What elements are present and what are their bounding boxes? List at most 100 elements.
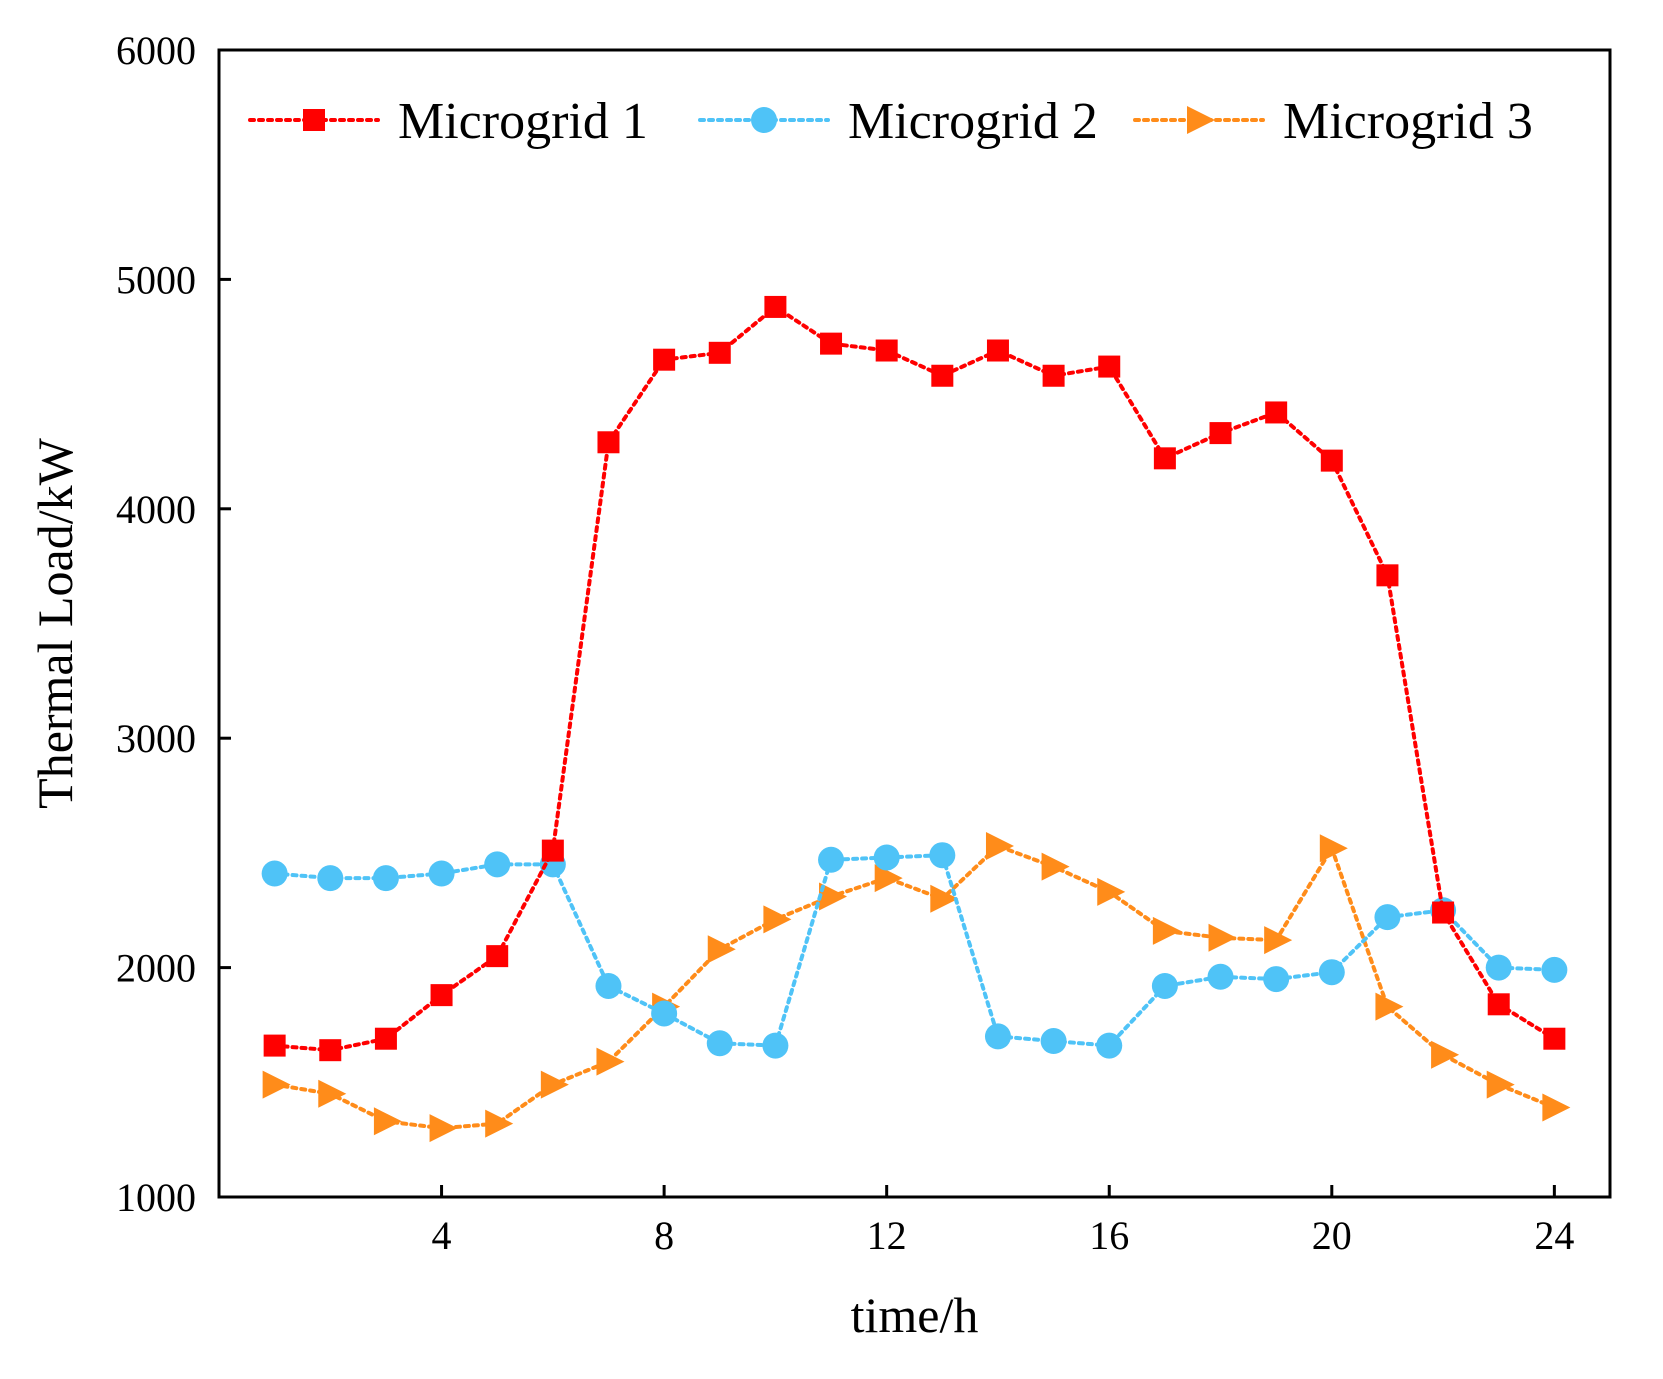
- series-3-point: [819, 882, 848, 911]
- series-1-point: [986, 339, 1009, 362]
- series-3-point: [874, 864, 903, 893]
- series-3-point: [318, 1079, 347, 1108]
- series-1-point: [263, 1034, 286, 1057]
- series-1-point: [1098, 355, 1121, 378]
- legend-marker: [1187, 106, 1215, 134]
- series-1-point: [1543, 1027, 1566, 1050]
- series-3-point: [596, 1047, 625, 1076]
- series-2-point: [873, 844, 900, 871]
- legend-entry-3: Microgrid 3: [1133, 93, 1533, 150]
- series-3-point: [930, 884, 959, 913]
- series-2-point: [762, 1032, 789, 1059]
- series-3-point: [763, 905, 792, 934]
- y-tick-label: 2000: [116, 946, 196, 991]
- legend-label: Microgrid 2: [848, 93, 1098, 150]
- series-2-point: [1207, 963, 1234, 990]
- legend-entry-2: Microgrid 2: [698, 93, 1098, 150]
- series-3-point: [1041, 852, 1070, 881]
- x-tick-label: 8: [654, 1213, 674, 1258]
- series-1-point: [374, 1027, 397, 1050]
- series-1: [263, 295, 1566, 1062]
- series-2-point: [818, 846, 845, 873]
- series-3-point: [1375, 992, 1404, 1021]
- series-1-point: [1153, 447, 1176, 470]
- series-2-point: [706, 1030, 733, 1057]
- series-1-point: [1487, 993, 1510, 1016]
- legend-label: Microgrid 1: [398, 93, 648, 150]
- legend-marker: [751, 107, 777, 133]
- series-3-point: [1264, 926, 1293, 955]
- legend-entry-1: Microgrid 1: [248, 93, 648, 150]
- legend-label: Microgrid 3: [1283, 93, 1533, 150]
- series-2-point: [1040, 1028, 1067, 1055]
- series-3-point: [707, 935, 736, 964]
- legend-marker: [303, 109, 325, 131]
- series-1-point: [1320, 449, 1343, 472]
- y-tick-label: 5000: [116, 257, 196, 302]
- series-1-point: [597, 431, 620, 454]
- series-3-point: [373, 1107, 402, 1136]
- series-2-point: [929, 842, 956, 869]
- y-axis-title: Thermal Load/kW: [27, 437, 83, 808]
- series-2-point: [1485, 954, 1512, 981]
- series-2-point: [317, 865, 344, 892]
- series-3-point: [429, 1114, 458, 1143]
- series-3-point: [485, 1109, 514, 1138]
- series-3: [262, 832, 1571, 1143]
- series-1-point: [1209, 422, 1232, 445]
- series-2-point: [428, 860, 455, 887]
- series-2-point: [1151, 972, 1178, 999]
- series-2-point: [1096, 1032, 1123, 1059]
- series-1-point: [319, 1039, 342, 1062]
- y-tick-label: 1000: [116, 1175, 196, 1220]
- series-1-point: [486, 945, 509, 968]
- series-3-point: [1152, 916, 1181, 945]
- series-2: [261, 842, 1568, 1059]
- series-2-point: [261, 860, 288, 887]
- series-2-point: [372, 865, 399, 892]
- series-3-point: [1486, 1070, 1515, 1099]
- series-2-point: [1318, 959, 1345, 986]
- legend: Microgrid 1 Microgrid 2 Microgrid 3: [248, 93, 1533, 150]
- y-tick-label: 4000: [116, 487, 196, 532]
- series-3-point: [1319, 834, 1348, 863]
- x-tick-label: 16: [1089, 1213, 1129, 1258]
- series-3-point: [262, 1070, 291, 1099]
- series-3-point: [985, 832, 1014, 861]
- x-tick-label: 24: [1534, 1213, 1574, 1258]
- series-1-point: [931, 364, 954, 387]
- series-3-point: [1097, 877, 1126, 906]
- plot-frame: [217, 48, 1612, 1199]
- x-axis-title: time/h: [851, 1287, 979, 1343]
- series-1-point: [708, 341, 731, 364]
- series-layer: [261, 295, 1571, 1143]
- x-tick-label: 20: [1312, 1213, 1352, 1258]
- series-1-point: [1265, 401, 1288, 424]
- series-2-point: [595, 972, 622, 999]
- series-2-point: [984, 1023, 1011, 1050]
- series-3-point: [540, 1070, 569, 1099]
- series-2-point: [651, 1000, 678, 1027]
- y-tick-label: 3000: [116, 716, 196, 761]
- series-1-point: [1432, 901, 1455, 924]
- series-3-point: [1208, 923, 1237, 952]
- x-tick-label: 4: [432, 1213, 452, 1258]
- series-1-point: [875, 339, 898, 362]
- y-tick-label: 6000: [116, 28, 196, 73]
- series-2-point: [1263, 966, 1290, 993]
- series-2-point: [1374, 904, 1401, 931]
- x-tick-label: 12: [867, 1213, 907, 1258]
- series-1-point: [1376, 564, 1399, 587]
- series-1-point: [1042, 364, 1065, 387]
- series-1-point: [653, 348, 676, 371]
- series-1-point: [764, 295, 787, 318]
- series-1-point: [430, 984, 453, 1007]
- series-3-point: [1431, 1040, 1460, 1069]
- series-1-point: [820, 332, 843, 355]
- series-2-point: [1541, 956, 1568, 983]
- series-2-point: [484, 851, 511, 878]
- axis-layer: 4 8 12 16 20 24 1000 2000 3000 4000 5000 6000: [116, 28, 1574, 1258]
- series-3-point: [1542, 1093, 1571, 1122]
